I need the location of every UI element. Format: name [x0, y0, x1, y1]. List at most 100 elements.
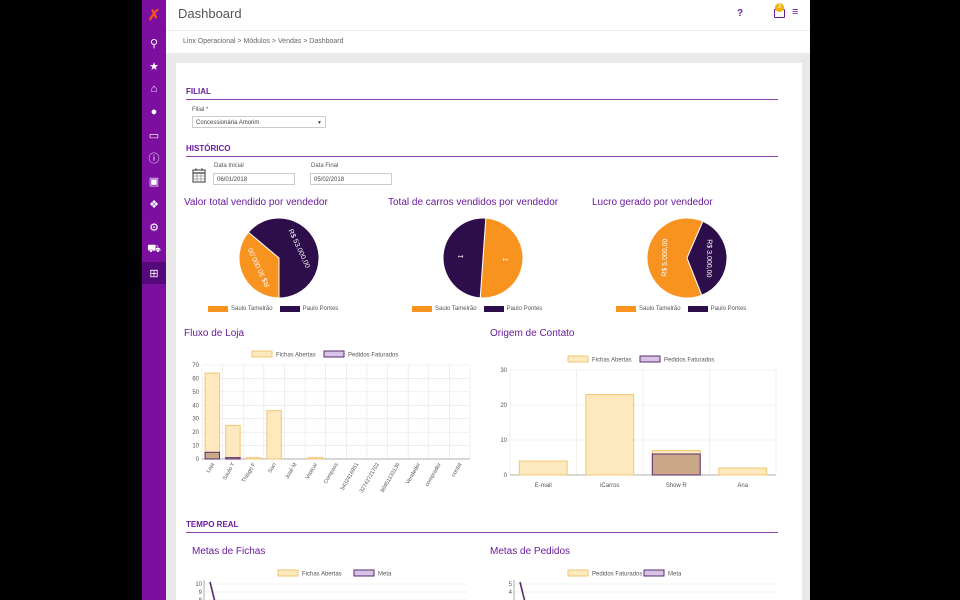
- legend-swatch-purple: [687, 306, 708, 312]
- legend-swatch: [277, 569, 299, 577]
- y-tick-label: 30: [500, 368, 507, 374]
- bar-fichas-abertas: [225, 424, 241, 460]
- section-tempo-real: TEMPO REAL: [186, 518, 778, 533]
- legend-swatch-orange: [208, 306, 228, 312]
- legend-swatch-pedidos: [323, 350, 345, 358]
- data-final-input[interactable]: 05/02/2018: [310, 173, 392, 185]
- y-tick-label: 70: [192, 363, 199, 369]
- bar-chart-origem-contato: Fichas Abertas Pedidos Faturados 0 10 20 30 E-…: [500, 355, 777, 489]
- filial-select[interactable]: Concessionária Amorim ▼: [192, 116, 326, 128]
- y-tick-label: 10: [192, 444, 199, 450]
- y-tick-label: 40: [192, 403, 199, 409]
- bar-fichas-abertas: [585, 394, 635, 476]
- x-tick-label: Compass: [323, 462, 340, 485]
- x-tick-label: José M: [284, 462, 298, 481]
- meta-line: [209, 581, 216, 600]
- pie-slice: [479, 217, 524, 299]
- x-tick-label: Vendedor: [405, 462, 422, 486]
- y-tick-label: 20: [192, 430, 199, 436]
- x-tick-label: E-mail: [535, 483, 552, 489]
- chevron-down-icon: ▼: [317, 120, 322, 126]
- legend-swatch-purple: [483, 306, 504, 312]
- notification-badge: 3: [775, 3, 784, 12]
- y-tick-label: 5: [509, 582, 513, 588]
- breadcrumb-text: Linx Operacional > Módulos > Vendas > Da…: [183, 38, 344, 45]
- x-tick-label: Saulo T: [222, 461, 237, 481]
- pie-slice: [238, 231, 280, 299]
- top-bar: Dashboard ? 3 ≡: [166, 0, 810, 30]
- legend-label: Fichas Abertas: [276, 353, 316, 359]
- help-icon[interactable]: ?: [737, 8, 744, 19]
- pie-slice-label: R$ 5.000,00: [662, 238, 670, 276]
- x-tick-label: Show R: [666, 483, 688, 489]
- pie-slice-label: 1: [458, 254, 465, 258]
- legend-swatch: [643, 569, 665, 577]
- bar-pedidos-faturados: [651, 453, 701, 476]
- pie-chart-total-carros: 11: [442, 217, 524, 299]
- bar-fichas-abertas: [266, 410, 282, 460]
- info-icon[interactable]: ⓘ: [148, 153, 160, 165]
- x-tick-label: iCarros: [600, 483, 619, 489]
- chart-title-total-carros: Total de carros vendidos por vendedor: [388, 197, 559, 208]
- data-inicial-input[interactable]: 06/01/2018: [213, 173, 295, 185]
- bar-fichas-abertas: [245, 457, 262, 460]
- x-tick-label: contat: [451, 462, 464, 478]
- section-historico: HISTÓRICO: [186, 142, 778, 157]
- pie-slice: [247, 217, 320, 299]
- bank-icon[interactable]: ⌂: [150, 83, 158, 95]
- meta-line: [519, 581, 526, 600]
- x-tick-label: Thiago F: [241, 461, 257, 483]
- bar-pedidos-faturados: [204, 451, 221, 460]
- linx-logo-icon[interactable]: ✗: [147, 7, 161, 24]
- star-icon[interactable]: ★: [149, 60, 159, 73]
- y-tick-label: 20: [500, 403, 507, 409]
- x-tick-label: 80451133136: [380, 462, 402, 494]
- pie-slice: [442, 217, 487, 299]
- pie-slice: [686, 220, 728, 296]
- bar-chart-fluxo-loja: Fichas Abertas Pedidos Faturados 0 10 20 30 40…: [192, 350, 471, 494]
- line-chart-metas-fichas: Fichas Abertas Meta 10 9 8: [195, 569, 466, 600]
- car-icon[interactable]: ⛟: [147, 243, 161, 255]
- line-chart-metas-pedidos: Pedidos Faturados Meta 5 4: [509, 569, 776, 600]
- bar-fichas-abertas: [204, 372, 221, 460]
- pie-slice: [646, 217, 704, 299]
- y-tick-label: 0: [504, 473, 508, 479]
- calendar-icon: [192, 168, 206, 188]
- cart-icon[interactable]: ⊞: [142, 262, 166, 284]
- x-tick-label: comprador: [424, 462, 442, 488]
- data-final-label: Data Final: [311, 163, 339, 169]
- chart-title-origem-contato: Origem de Contato: [490, 328, 575, 339]
- x-tick-label: Loja: [206, 461, 217, 474]
- y-tick-label: 50: [192, 390, 199, 396]
- breadcrumb: Linx Operacional > Módulos > Vendas > Da…: [166, 30, 810, 53]
- user-icon[interactable]: ●: [150, 106, 158, 118]
- card-icon[interactable]: ▭: [148, 129, 160, 142]
- section-filial: FILIAL: [186, 85, 778, 100]
- monitor-icon[interactable]: ▣: [148, 175, 160, 188]
- y-tick-label: 9: [199, 590, 203, 596]
- chart-title-fluxo-loja: Fluxo de Loja: [184, 328, 245, 339]
- pie-chart-lucro: R$ 5.000,00 R$ 3.000,00: [646, 217, 728, 299]
- x-tick-label: Ana: [737, 483, 748, 489]
- legend-label: Fichas Abertas: [302, 572, 342, 578]
- legend-label: Pedidos Faturados: [348, 353, 398, 359]
- menu-icon[interactable]: ≡: [792, 6, 799, 18]
- legend-label: Pedidos Faturados: [664, 358, 714, 364]
- bar-fichas-abertas: [518, 460, 568, 476]
- sidebar: ✗ ⚲ ★ ⌂ ● ▭ ⓘ ▣ ❖ ⚙ ⛟ ⊞: [142, 0, 166, 600]
- chart-title-metas-pedidos: Metas de Pedidos: [490, 546, 571, 557]
- y-tick-label: 4: [509, 590, 513, 596]
- y-tick-label: 30: [192, 417, 199, 423]
- search-icon[interactable]: ⚲: [149, 37, 159, 50]
- legend-swatch-fichas: [567, 355, 589, 363]
- legend-label: Pedidos Faturados: [592, 572, 642, 578]
- bar-fichas-abertas: [307, 457, 324, 460]
- gears-icon[interactable]: ⚙: [149, 221, 159, 234]
- legend-swatch-purple: [279, 306, 300, 312]
- legend-label: Meta: [378, 572, 392, 578]
- legend-swatch-orange: [616, 306, 636, 312]
- cubes-icon[interactable]: ❖: [149, 198, 159, 211]
- x-tick-label: 32742721702: [359, 462, 381, 494]
- y-tick-label: 8: [199, 598, 203, 600]
- pie-legend: Saulo Tamelrão Paulo Pontes: [616, 306, 746, 312]
